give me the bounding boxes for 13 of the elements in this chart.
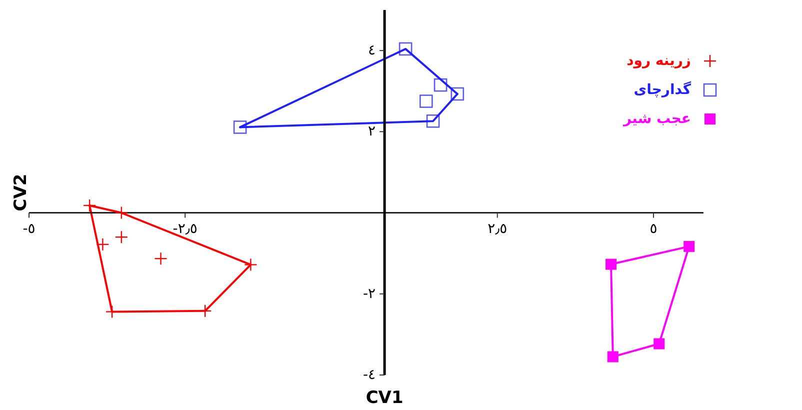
x-tick-label: -٥ bbox=[22, 220, 36, 237]
x-tick-label: -٢٫٥ bbox=[172, 220, 198, 237]
y-tick-label: -٤ bbox=[362, 367, 376, 383]
x-tick-label: ٥ bbox=[650, 220, 658, 237]
y-tick-label: -٢ bbox=[362, 286, 376, 302]
x-tick-label: ٢٫٥ bbox=[488, 220, 508, 237]
y-tick-label: ٢ bbox=[368, 124, 376, 140]
x-axis-title: CV1 bbox=[366, 388, 404, 408]
y-axis-title: CV2 bbox=[11, 174, 31, 212]
y-tick-label: ٤ bbox=[368, 42, 376, 59]
legend-label: زرینه رود bbox=[626, 52, 691, 68]
legend-label: عجب شیر bbox=[623, 110, 691, 126]
legend-label: گدارچای bbox=[634, 82, 691, 98]
